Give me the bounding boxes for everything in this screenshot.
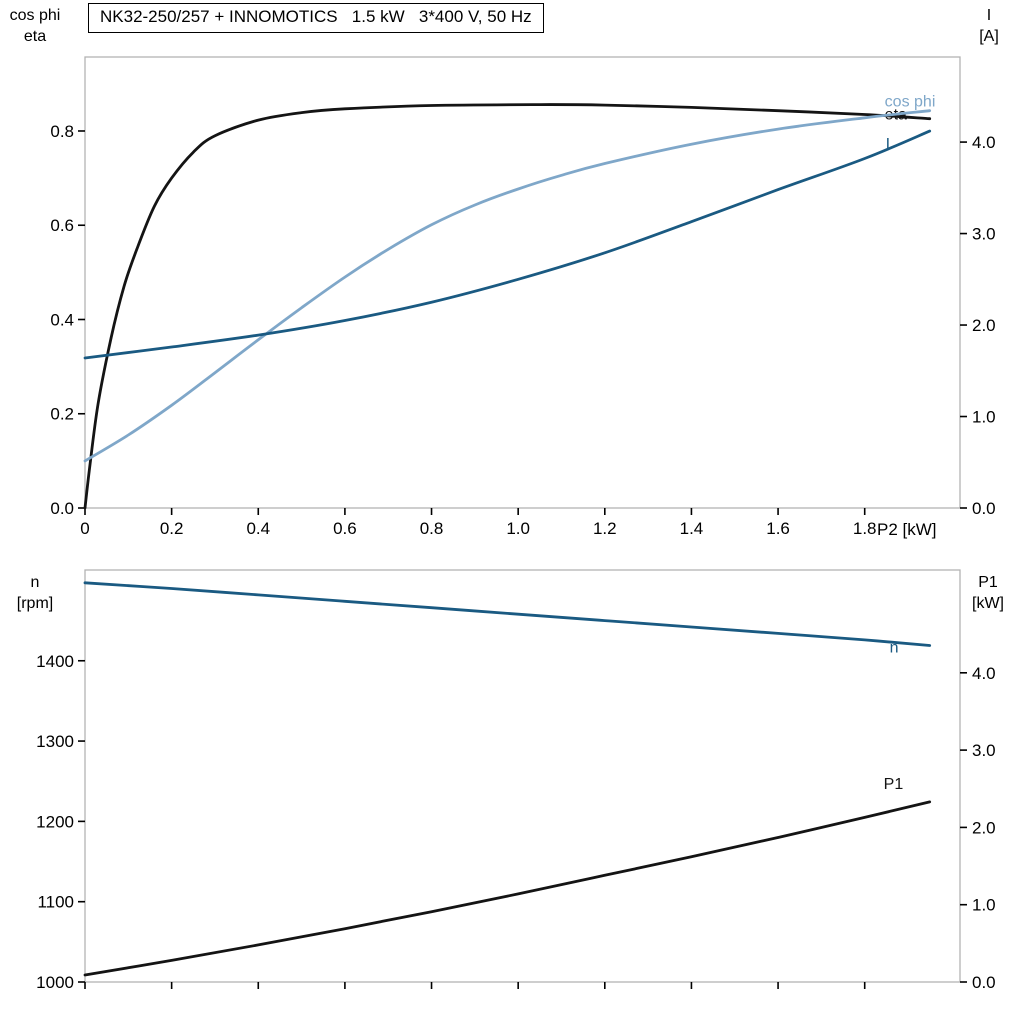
curve-label-p1: P1: [884, 776, 904, 793]
left-axis-tick-label: 1100: [37, 893, 74, 912]
x-axis-tick-label: 0: [80, 519, 89, 538]
left-axis-tick-label: 0.0: [50, 499, 74, 518]
plot-frame: [84, 56, 961, 509]
x-axis-tick-label: 1.6: [766, 519, 790, 538]
curve-p1: [83, 800, 932, 977]
curve-speed: [83, 581, 932, 647]
curve-current: [83, 129, 932, 360]
right-axis-tick-label: 0.0: [972, 499, 996, 518]
bottom-left-axis-label: n [rpm]: [16, 574, 54, 613]
x-axis-tick-label: 1.4: [680, 519, 704, 538]
curve-label-cos-phi: cos phi: [885, 94, 936, 111]
right-axis-tick-label: 1.0: [972, 408, 996, 427]
curve-cos-phi: [83, 109, 932, 463]
curve-eta: [83, 103, 932, 510]
left-axis-tick-label: 0.6: [50, 216, 74, 235]
left-axis-tick-label: 1000: [36, 973, 74, 992]
curve-label-speed: n: [890, 639, 899, 656]
left-axis-tick-label: 1400: [36, 652, 74, 671]
x-axis-tick-label: 1.2: [593, 519, 617, 538]
right-axis-tick-label: 3.0: [972, 741, 996, 760]
chart-title: NK32-250/257 + INNOMOTICS 1.5 kW 3*400 V…: [88, 3, 544, 33]
plot-frame: [84, 569, 961, 983]
curve-label-current: I: [886, 136, 890, 153]
x-axis-tick-label: 0.8: [420, 519, 444, 538]
left-axis-tick-label: 1300: [36, 732, 74, 751]
left-axis-tick-label: 0.4: [50, 310, 74, 329]
right-axis-tick-label: 2.0: [972, 316, 996, 335]
x-axis-tick-label: 0.2: [160, 519, 184, 538]
right-axis-tick-label: 3.0: [972, 225, 996, 244]
right-axis-tick-label: 1.0: [972, 896, 996, 915]
top-right-axis-label: I [A]: [979, 7, 999, 46]
bottom-right-axis-label: P1 [kW]: [972, 574, 1004, 613]
right-axis-tick-label: 4.0: [972, 133, 996, 152]
right-axis-tick-label: 4.0: [972, 664, 996, 683]
x-axis-tick-label: 0.4: [246, 519, 270, 538]
left-axis-tick-label: 1200: [36, 812, 74, 831]
x-axis-tick-label: 0.6: [333, 519, 357, 538]
x-axis-label: P2 [kW]: [877, 520, 937, 539]
left-axis-tick-label: 0.2: [50, 405, 74, 424]
right-axis-tick-label: 2.0: [972, 818, 996, 837]
right-axis-tick-label: 0.0: [972, 973, 996, 992]
x-axis-tick-label: 1.0: [506, 519, 530, 538]
x-axis-tick-label: 1.8: [853, 519, 877, 538]
top-left-axis-label: cos phi eta: [9, 7, 61, 46]
left-axis-tick-label: 0.8: [50, 122, 74, 141]
